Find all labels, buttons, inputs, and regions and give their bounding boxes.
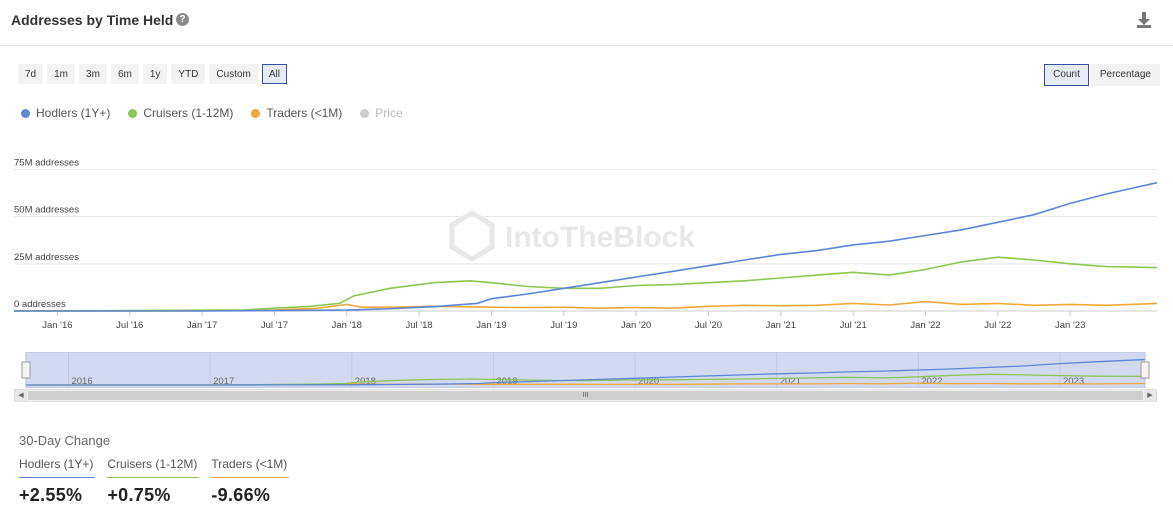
download-icon[interactable]	[1136, 11, 1152, 29]
help-icon[interactable]: ?	[176, 13, 189, 26]
range-button-1y[interactable]: 1y	[142, 64, 168, 84]
navigator-line-hodlers	[26, 358, 1146, 386]
legend-dot	[251, 108, 261, 118]
navigator-scrollbar[interactable]: ◀ III ▶	[14, 389, 1157, 402]
legend-dot	[128, 108, 138, 118]
navigator-year-label: 2023	[1063, 376, 1084, 387]
time-range-selector: 7d 1m 3m 6m 1y YTD Custom All	[18, 64, 287, 84]
range-button-6m[interactable]: 6m	[110, 64, 139, 84]
scroll-right-icon[interactable]: ▶	[1144, 390, 1156, 401]
legend-label: Price	[375, 106, 403, 120]
x-tick-label: Jul '20	[695, 320, 722, 331]
y-tick-label: 75M addresses	[14, 157, 79, 168]
x-tick-label: Jul '21	[840, 320, 867, 331]
mode-button-percentage[interactable]: Percentage	[1090, 64, 1160, 86]
change-value: +2.55%	[19, 485, 83, 505]
x-tick-label: Jul '19	[550, 320, 577, 331]
series-line-hodlers[interactable]	[14, 181, 1158, 312]
watermark: IntoTheBlock	[449, 210, 695, 262]
chart-header: Addresses by Time Held ?	[0, 0, 1173, 46]
series-line-traders[interactable]	[14, 300, 1158, 312]
range-button-custom[interactable]: Custom	[209, 64, 258, 84]
x-tick-label: Jul '17	[261, 320, 288, 331]
range-navigator[interactable]: 2016 2017 2018 2019 2020 2021 2022 2023	[14, 352, 1157, 388]
watermark-text: IntoTheBlock	[505, 221, 695, 254]
legend-dot	[360, 108, 370, 118]
x-tick-label: Jan '21	[766, 320, 796, 331]
legend-item-cruisers[interactable]: Cruisers (1-12M)	[128, 106, 233, 120]
navigator-line-cruisers	[25, 373, 1146, 386]
page-title: Addresses by Time Held	[11, 12, 174, 28]
change-label: Cruisers (1-12M)	[107, 457, 200, 478]
range-button-1m[interactable]: 1m	[47, 64, 76, 84]
thirty-day-change: 30-Day Change Hodlers (1Y+) +2.55% Cruiser…	[19, 433, 290, 506]
change-label: Hodlers (1Y+)	[19, 457, 96, 478]
series-line-cruisers[interactable]	[13, 256, 1158, 312]
navigator-selection[interactable]	[25, 352, 1146, 388]
navigator-year-label: 2021	[780, 376, 801, 387]
x-tick-label: Jan '16	[42, 320, 72, 331]
navigator-year-label: 2016	[71, 376, 92, 387]
line-chart: IntoTheBlock 0 addresses 25M addresses 50M …	[13, 157, 1158, 331]
y-tick-label: 50M addresses	[14, 205, 79, 216]
navigator-year-label: 2022	[921, 376, 942, 387]
navigator-year-label: 2020	[638, 376, 659, 387]
navigator-handle-left[interactable]	[21, 361, 31, 379]
y-tick-label: 0 addresses	[14, 299, 66, 310]
navigator-year-label: 2017	[213, 376, 234, 387]
range-button-ytd[interactable]: YTD	[171, 64, 206, 84]
mode-button-count[interactable]: Count	[1044, 64, 1089, 86]
x-tick-label: Jul '16	[116, 320, 143, 331]
x-tick-label: Jul '22	[984, 320, 1011, 331]
x-tick-label: Jan '20	[621, 320, 651, 331]
x-tick-label: Jan '22	[910, 320, 940, 331]
change-traders: Traders (<1M) -9.66%	[211, 457, 290, 506]
change-value: -9.66%	[211, 485, 271, 505]
x-tick-label: Jan '17	[187, 320, 217, 331]
range-button-3m[interactable]: 3m	[79, 64, 107, 84]
x-tick-label: Jan '19	[476, 320, 506, 331]
scrollbar-thumb[interactable]: III	[28, 391, 1143, 400]
logo-icon	[449, 210, 495, 262]
legend-item-price[interactable]: Price	[360, 106, 403, 120]
y-tick-label: 25M addresses	[14, 252, 79, 263]
change-title: 30-Day Change	[19, 433, 111, 448]
scroll-left-icon[interactable]: ◀	[15, 390, 27, 401]
legend-item-traders[interactable]: Traders (<1M)	[251, 106, 342, 120]
legend-label: Traders (<1M)	[266, 106, 343, 120]
chart-legend: Hodlers (1Y+) Cruisers (1-12M) Traders (<1…	[21, 106, 403, 120]
change-label: Traders (<1M)	[211, 457, 290, 478]
legend-item-hodlers[interactable]: Hodlers (1Y+)	[21, 106, 110, 120]
legend-label: Hodlers (1Y+)	[36, 106, 111, 120]
x-tick-label: Jan '18	[332, 320, 362, 331]
legend-label: Cruisers (1-12M)	[143, 106, 234, 120]
navigator-year-label: 2019	[496, 376, 517, 387]
mode-selector: Count Percentage	[1044, 64, 1160, 86]
change-hodlers: Hodlers (1Y+) +2.55%	[19, 457, 96, 506]
grip-icon: III	[582, 392, 589, 399]
x-tick-label: Jan '23	[1055, 320, 1085, 331]
range-button-all[interactable]: All	[261, 64, 287, 84]
change-cruisers: Cruisers (1-12M) +0.75%	[107, 457, 200, 506]
change-value: +0.75%	[107, 485, 171, 505]
legend-dot	[21, 108, 30, 118]
x-tick-label: Jul '18	[406, 320, 433, 331]
navigator-handle-right[interactable]	[1140, 361, 1150, 379]
range-button-7d[interactable]: 7d	[18, 64, 44, 84]
